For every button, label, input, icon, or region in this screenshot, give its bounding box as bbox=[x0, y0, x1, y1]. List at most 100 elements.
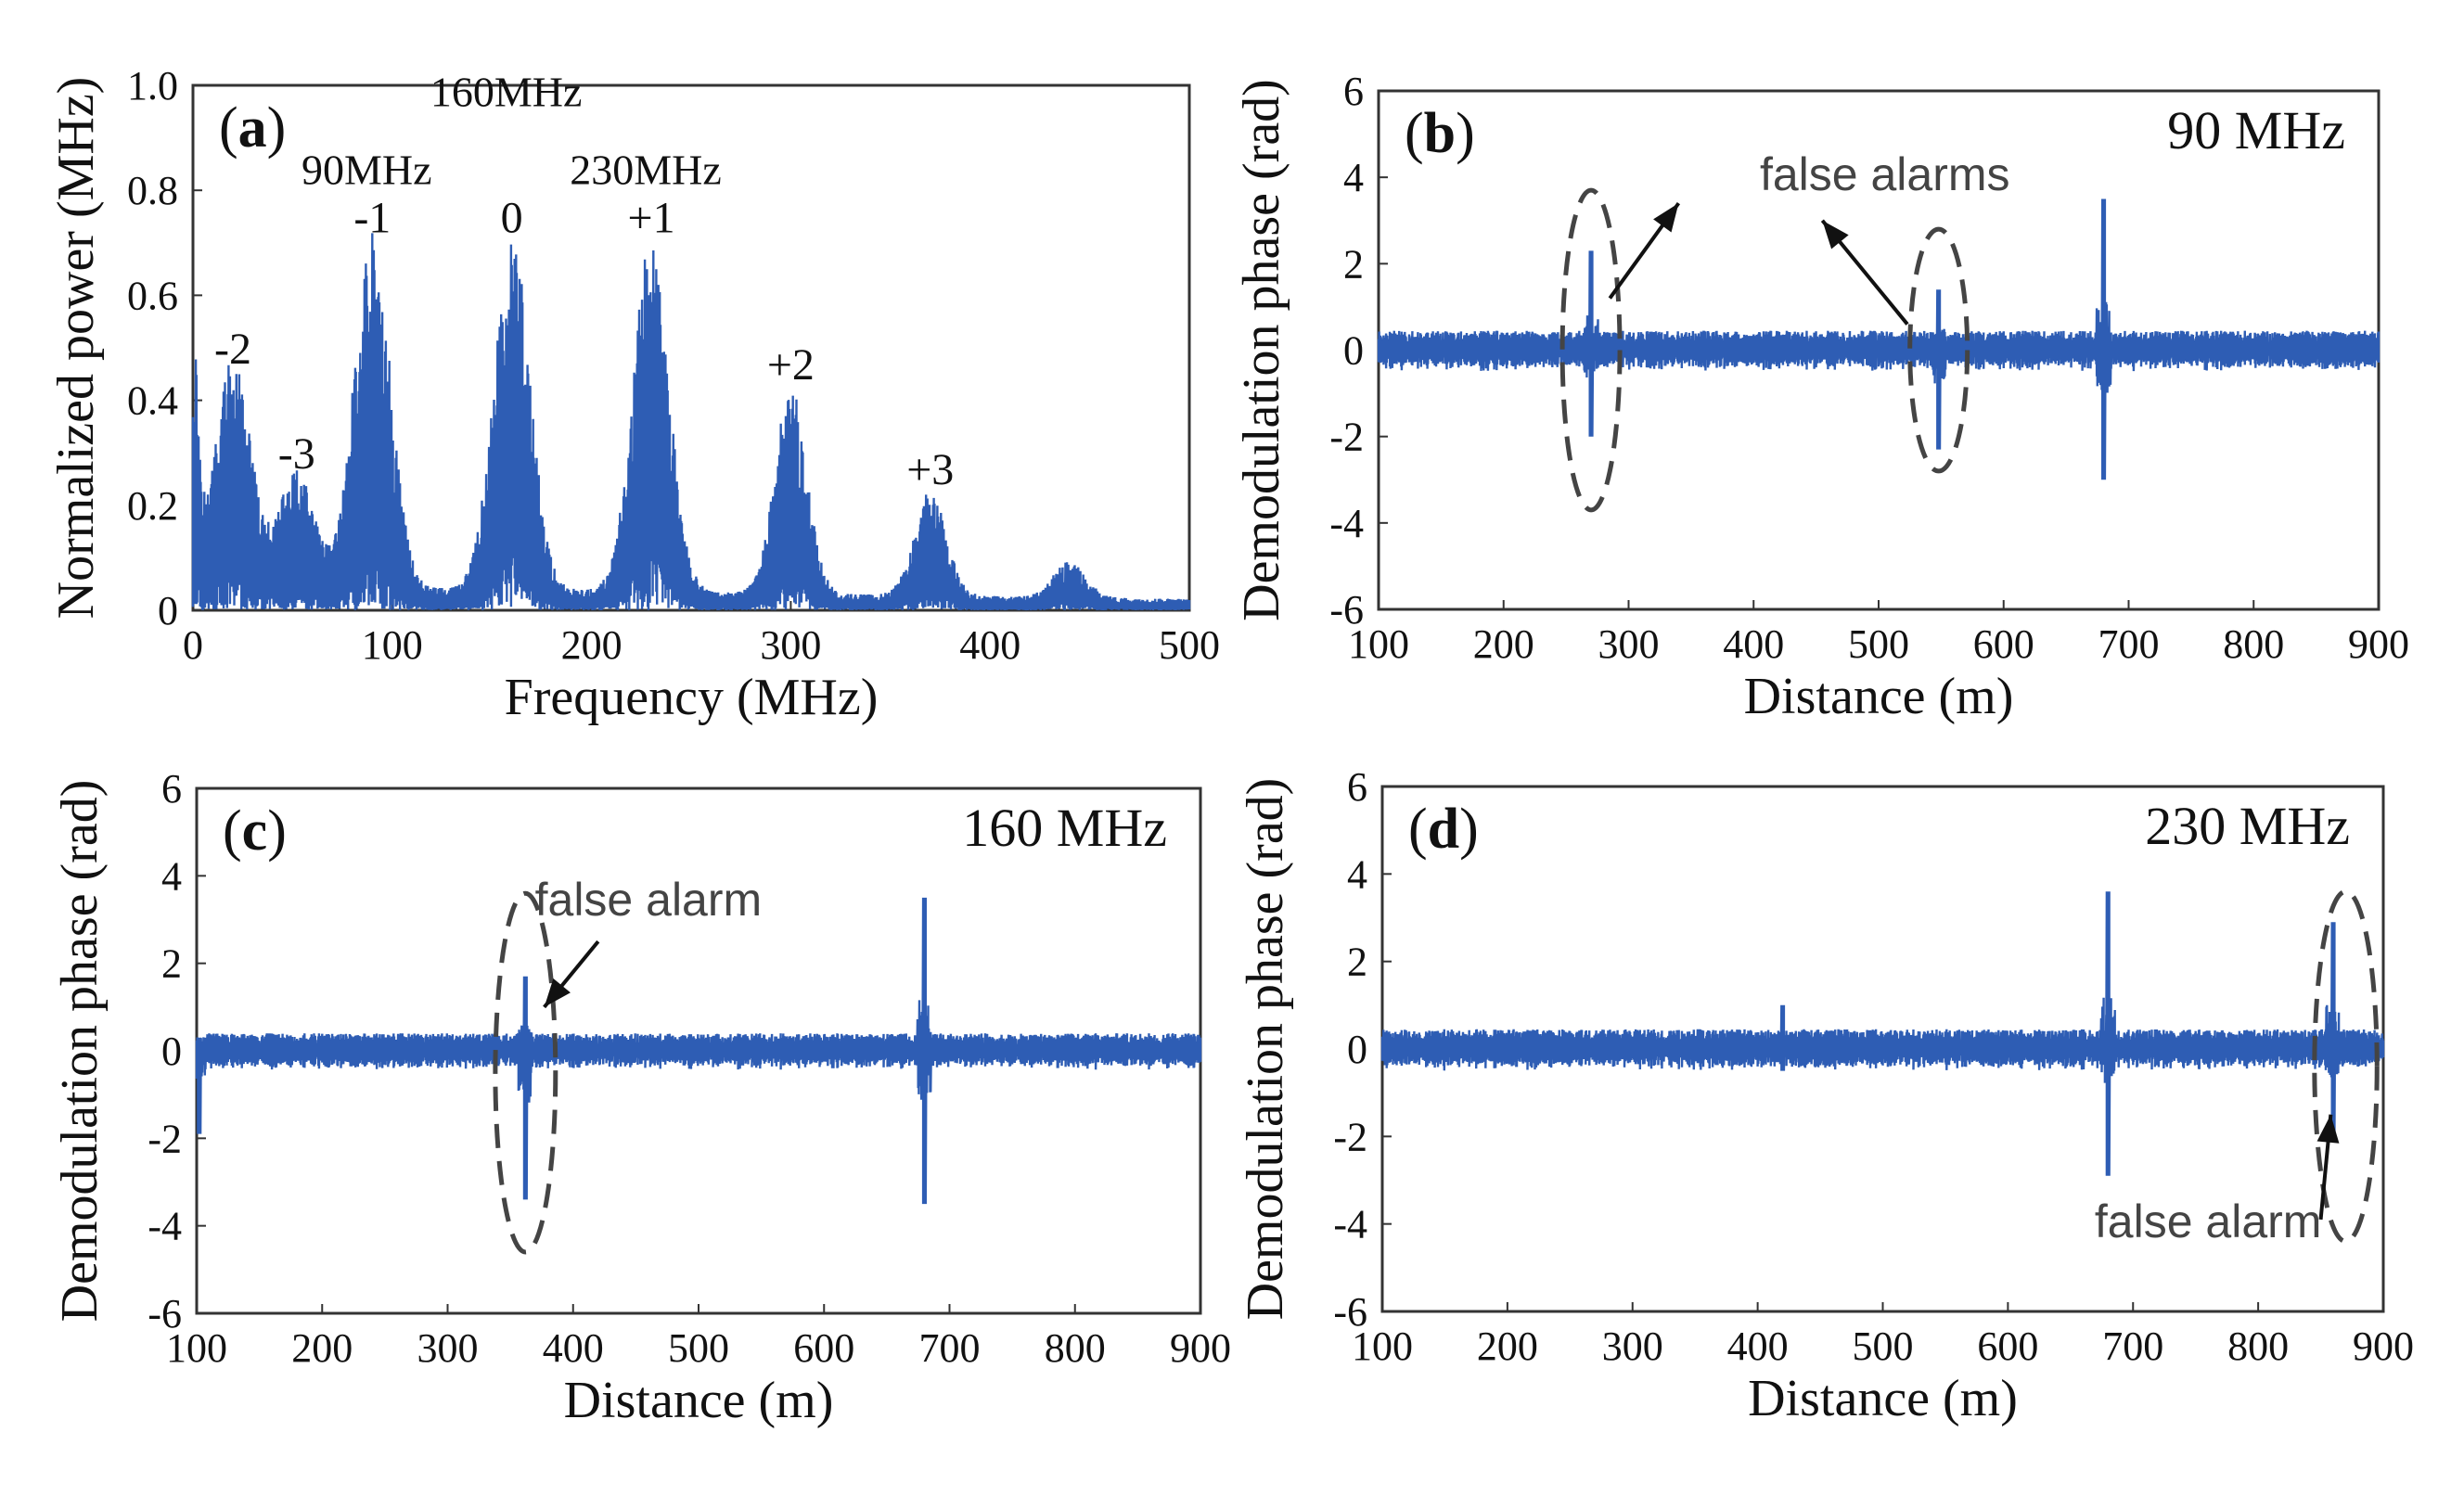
annotation-arrow-head bbox=[1653, 203, 1679, 233]
y-axis-label: Demodulation phase (rad) bbox=[51, 780, 109, 1323]
frequency-label: 160 MHz bbox=[962, 798, 1167, 858]
x-tick-label: 200 bbox=[561, 622, 622, 668]
x-tick-label: 600 bbox=[793, 1325, 854, 1371]
x-axis-label: Distance (m) bbox=[564, 1372, 834, 1429]
y-tick-label: -6 bbox=[1329, 587, 1364, 633]
x-tick-label: 300 bbox=[1598, 621, 1660, 667]
x-tick-label: 700 bbox=[919, 1325, 981, 1371]
false-alarm-ellipse bbox=[1559, 187, 1623, 513]
x-tick-label: 900 bbox=[2348, 621, 2409, 667]
peak-order-label: +1 bbox=[628, 193, 675, 242]
y-tick-label: 6 bbox=[1343, 69, 1364, 114]
peak-order-label: -3 bbox=[278, 429, 315, 479]
peak-order-label: +2 bbox=[767, 340, 815, 390]
panel-label: (b) bbox=[1405, 102, 1475, 165]
x-tick-label: 500 bbox=[1159, 622, 1220, 668]
x-tick-label: 800 bbox=[2223, 621, 2284, 667]
y-tick-label: 0.4 bbox=[127, 378, 178, 424]
panel-b: 100 200 300 400 500 600 700 800 900 -6 -4 -2 0 2 4 6 Dis… bbox=[1233, 69, 2409, 725]
y-tick-label: -6 bbox=[1333, 1289, 1367, 1335]
phase-series bbox=[1380, 891, 2385, 1176]
x-tick-label: 600 bbox=[1977, 1323, 2038, 1369]
annotation-arrow-head bbox=[1822, 220, 1849, 249]
peak-order-label: -2 bbox=[214, 325, 251, 374]
x-tick-label: 100 bbox=[1352, 1323, 1413, 1369]
y-tick-label: 2 bbox=[1343, 241, 1364, 287]
y-tick-label: 0.2 bbox=[127, 483, 178, 529]
y-tick-label: -6 bbox=[148, 1291, 182, 1336]
y-tick-label: 6 bbox=[161, 766, 182, 812]
annotation-label: false alarm bbox=[535, 874, 763, 926]
x-tick-label: 400 bbox=[1723, 621, 1784, 667]
y-tick-label: 4 bbox=[1343, 155, 1364, 200]
peak-frequency-label: 90MHz bbox=[302, 146, 432, 193]
x-tick-label: 400 bbox=[1727, 1323, 1789, 1369]
x-tick-label: 500 bbox=[668, 1325, 729, 1371]
y-tick-label: 0 bbox=[158, 588, 178, 633]
x-tick-label: 100 bbox=[166, 1325, 227, 1371]
y-tick-label: 0 bbox=[1347, 1027, 1367, 1072]
x-tick-label: 900 bbox=[2353, 1323, 2414, 1369]
x-tick-label: 800 bbox=[1045, 1325, 1106, 1371]
x-tick-label: 200 bbox=[291, 1325, 353, 1371]
y-axis-label: Demodulation phase (rad) bbox=[1237, 778, 1294, 1321]
peak-order-label: +3 bbox=[906, 445, 954, 494]
false-alarm-ellipse bbox=[2312, 889, 2380, 1245]
x-tick-label: 100 bbox=[362, 622, 423, 668]
annotation-label: false alarms bbox=[1760, 148, 2010, 200]
y-tick-label: -4 bbox=[1333, 1202, 1367, 1247]
x-tick-label: 100 bbox=[1348, 621, 1409, 667]
y-axis-label: Demodulation phase (rad) bbox=[1233, 79, 1290, 621]
peak-frequency-label: 160MHz bbox=[430, 68, 583, 115]
x-tick-label: 900 bbox=[1170, 1325, 1231, 1371]
y-tick-label: 4 bbox=[161, 853, 182, 899]
y-tick-label: -4 bbox=[148, 1204, 182, 1249]
x-tick-label: 200 bbox=[1473, 621, 1534, 667]
plot-frame bbox=[191, 83, 1191, 612]
x-tick-label: 600 bbox=[1973, 621, 2034, 667]
annotation-arrow-head bbox=[2316, 1114, 2340, 1144]
x-tick-label: 500 bbox=[1853, 1323, 1914, 1369]
x-tick-label: 300 bbox=[1602, 1323, 1663, 1369]
y-tick-label: 6 bbox=[1347, 764, 1367, 810]
frequency-label: 230 MHz bbox=[2145, 796, 2350, 856]
y-tick-label: -2 bbox=[148, 1116, 182, 1161]
x-tick-label: 0 bbox=[183, 622, 203, 668]
false-alarm-ellipse bbox=[493, 890, 558, 1255]
y-tick-label: 0 bbox=[1343, 328, 1364, 374]
x-tick-label: 400 bbox=[959, 622, 1020, 668]
annotation-arrow-head bbox=[544, 978, 571, 1007]
false-alarm-ellipse bbox=[1907, 226, 1970, 474]
panel-label: (d) bbox=[1408, 798, 1479, 861]
panel-a: 0 100 200 300 400 500 0 0.2 0.4 0.6 0.8 1.0 Frequenc… bbox=[47, 63, 1220, 726]
peak-order-label: -1 bbox=[353, 193, 391, 242]
annotation-label: false alarm bbox=[2095, 1196, 2322, 1247]
x-tick-label: 700 bbox=[2098, 621, 2160, 667]
panel-label: (a) bbox=[219, 96, 286, 160]
spectrum-series bbox=[191, 233, 1191, 611]
phase-series bbox=[195, 897, 1202, 1205]
y-tick-label: 2 bbox=[1347, 940, 1367, 985]
x-tick-label: 500 bbox=[1848, 621, 1909, 667]
x-tick-label: 300 bbox=[760, 622, 821, 668]
y-tick-label: 0.8 bbox=[127, 168, 178, 213]
y-tick-label: -4 bbox=[1329, 501, 1364, 546]
y-tick-label: -2 bbox=[1333, 1114, 1367, 1159]
y-tick-label: 0 bbox=[161, 1029, 182, 1074]
y-tick-label: 4 bbox=[1347, 851, 1367, 897]
x-tick-label: 200 bbox=[1477, 1323, 1538, 1369]
frequency-label: 90 MHz bbox=[2167, 100, 2345, 160]
phase-series bbox=[1377, 198, 2381, 480]
x-tick-label: 400 bbox=[543, 1325, 604, 1371]
x-tick-label: 800 bbox=[2227, 1323, 2289, 1369]
panel-c: 100 200 300 400 500 600 700 800 900 -6 -4 -2 0 2 4 6 Dis… bbox=[51, 766, 1231, 1429]
y-tick-label: 0.6 bbox=[127, 273, 178, 318]
peak-frequency-label: 230MHz bbox=[570, 146, 722, 193]
x-tick-label: 700 bbox=[2102, 1323, 2163, 1369]
x-axis-label: Distance (m) bbox=[1744, 668, 2014, 725]
y-tick-label: 1.0 bbox=[127, 63, 178, 109]
y-tick-label: 2 bbox=[161, 941, 182, 987]
y-tick-label: -2 bbox=[1329, 415, 1364, 460]
peak-order-label: 0 bbox=[501, 193, 523, 242]
